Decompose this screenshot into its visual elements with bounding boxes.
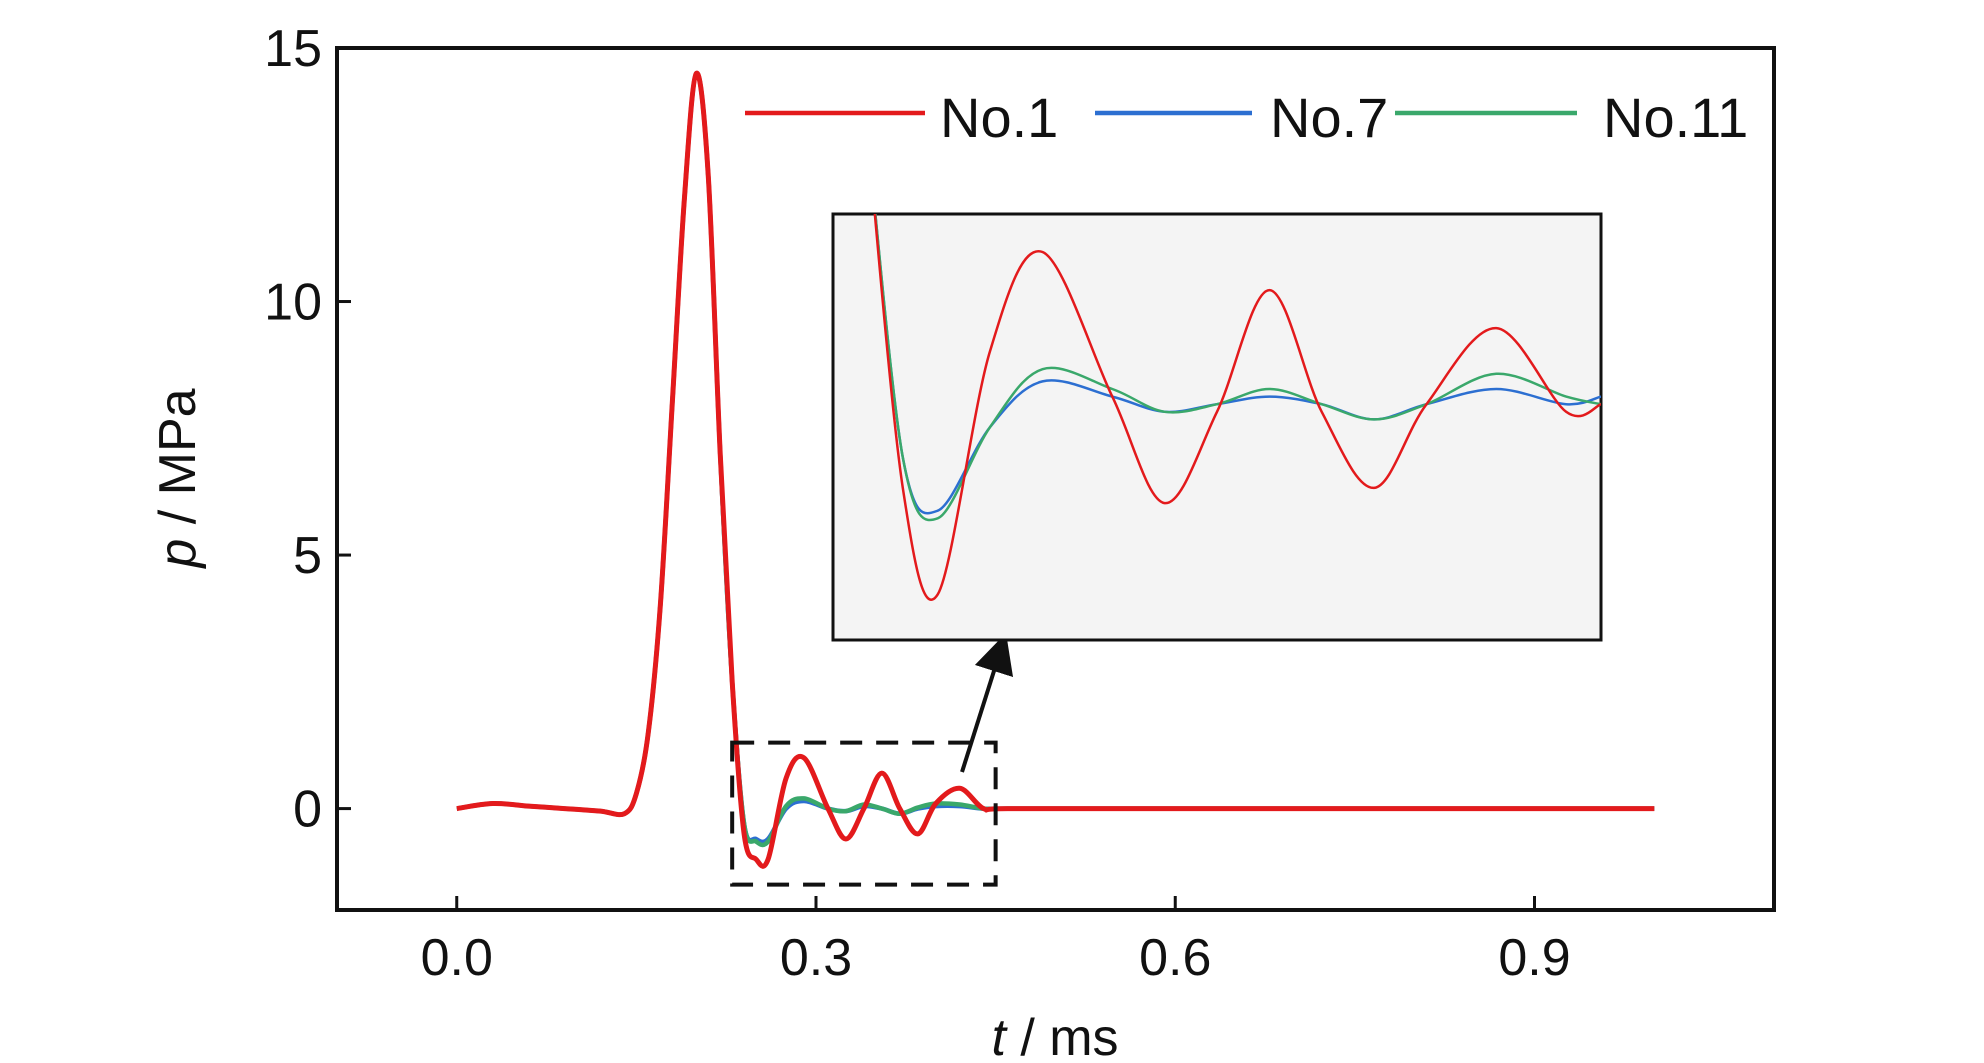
y-tick-label: 10 (264, 274, 322, 332)
x-tick-label: 0.0 (421, 929, 493, 987)
y-tick-label: 0 (293, 781, 322, 839)
series-line-no1 (456, 70, 1655, 869)
y-axis-ticks: 0 5 10 15 (264, 20, 351, 839)
plot-frame (335, 46, 1776, 912)
y-axis-unit: / MPa (149, 388, 207, 538)
legend-label-no11: No.11 (1603, 86, 1748, 149)
legend-label-no7: No.7 (1270, 86, 1388, 149)
y-axis-title: p / MPa (149, 388, 207, 569)
x-axis-ticks: 0.0 0.3 0.6 0.9 (421, 896, 1571, 987)
zoom-arrow (960, 632, 1014, 773)
inset-series-layer (873, 214, 1601, 601)
x-tick-label: 0.9 (1498, 929, 1570, 987)
inset-series-line-no11 (874, 214, 1601, 522)
legend: No.1 No.7 No.11 (735, 80, 1750, 175)
inset-zoom-panel (831, 212, 1603, 642)
y-tick-label: 15 (264, 20, 322, 78)
x-axis-variable: t (991, 1009, 1008, 1063)
y-tick-label: 5 (293, 527, 322, 585)
y-axis-variable: p (149, 539, 207, 570)
legend-label-no1: No.1 (940, 86, 1058, 149)
x-tick-label: 0.3 (780, 929, 852, 987)
series-layer (456, 70, 1655, 869)
x-tick-label: 0.6 (1139, 929, 1211, 987)
legend-background (735, 80, 1750, 175)
inset-frame (831, 212, 1603, 642)
x-axis-unit: / ms (1006, 1009, 1119, 1063)
inset-series-line-no1 (873, 214, 1601, 601)
zoom-region-box (730, 740, 998, 887)
x-axis-title: t / ms (991, 1009, 1118, 1063)
